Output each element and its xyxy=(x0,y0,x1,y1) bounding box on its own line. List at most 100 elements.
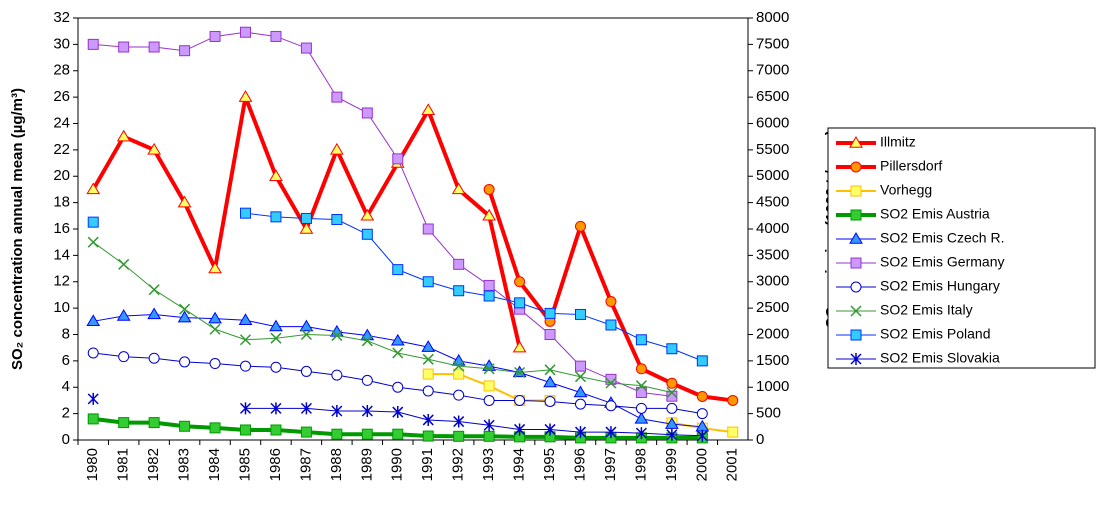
y-tick-label: 30 xyxy=(53,35,70,52)
data-point xyxy=(269,319,283,332)
data-point xyxy=(87,392,99,405)
x-tick-label: 1994 xyxy=(511,448,528,481)
data-point xyxy=(483,419,495,432)
data-point xyxy=(512,340,527,353)
data-point xyxy=(239,334,252,346)
data-point xyxy=(483,380,495,392)
data-point xyxy=(299,319,314,332)
data-point xyxy=(270,402,282,415)
data-point xyxy=(392,406,404,419)
y-tick-label: 8 xyxy=(62,325,70,342)
x-tick-label: 1980 xyxy=(84,448,101,481)
y2-tick-label: 0 xyxy=(756,431,764,448)
data-point xyxy=(574,371,587,383)
data-point xyxy=(605,377,617,389)
legend-marker xyxy=(850,329,862,341)
data-point xyxy=(514,394,526,406)
data-point xyxy=(392,264,404,276)
data-point xyxy=(727,394,739,406)
series-line xyxy=(92,241,672,394)
y2-tick-label: 7000 xyxy=(756,62,789,79)
data-point xyxy=(361,374,373,386)
data-point xyxy=(147,307,162,320)
data-point xyxy=(392,153,404,165)
data-point xyxy=(544,423,556,436)
data-point xyxy=(453,258,465,270)
y2-tick-label: 6500 xyxy=(756,88,789,105)
data-point xyxy=(331,369,343,381)
data-point xyxy=(544,307,556,319)
data-point xyxy=(209,30,221,42)
data-point xyxy=(361,335,373,347)
data-point xyxy=(208,261,222,274)
data-point xyxy=(544,395,556,407)
data-point xyxy=(483,279,495,291)
y-tick-label: 4 xyxy=(62,378,70,395)
data-point xyxy=(331,91,343,103)
data-point xyxy=(240,207,251,219)
legend-marker xyxy=(849,136,863,148)
data-point xyxy=(453,415,465,428)
y2-tick-label: 4000 xyxy=(756,220,789,237)
y-tick-label: 22 xyxy=(53,141,70,158)
x-tick-label: 1987 xyxy=(297,448,314,481)
y-axis-title: SO₂ concentration annual mean (µg/m³) xyxy=(9,88,26,370)
data-point xyxy=(331,330,343,342)
y-tick-label: 2 xyxy=(62,405,70,422)
y2-tick-label: 500 xyxy=(756,405,781,422)
y2-tick-label: 3500 xyxy=(756,246,789,263)
y2-tick-label: 2000 xyxy=(756,325,789,342)
y-tick-label: 0 xyxy=(62,431,70,448)
data-point xyxy=(453,389,465,401)
x-tick-label: 2000 xyxy=(693,448,710,481)
data-point xyxy=(300,365,312,377)
data-point xyxy=(666,386,678,399)
legend-label: Illmitz xyxy=(880,134,916,150)
data-point xyxy=(300,426,312,438)
data-point xyxy=(361,228,373,240)
legend-marker xyxy=(849,232,863,244)
data-point xyxy=(422,276,434,288)
data-point xyxy=(575,360,586,372)
data-point xyxy=(270,361,282,373)
data-point xyxy=(483,430,495,442)
data-point xyxy=(392,347,404,359)
data-point xyxy=(270,30,282,42)
x-tick-label: 1988 xyxy=(328,448,345,481)
data-point xyxy=(209,422,221,434)
x-tick-label: 1982 xyxy=(145,448,162,481)
data-point xyxy=(575,220,586,232)
data-point xyxy=(634,411,649,424)
data-point xyxy=(392,428,404,440)
data-point xyxy=(179,45,191,57)
data-point xyxy=(573,385,588,398)
data-point xyxy=(422,385,434,397)
data-point xyxy=(514,423,526,436)
data-point xyxy=(453,360,465,372)
series-line xyxy=(245,407,703,437)
data-point xyxy=(575,398,586,410)
data-point xyxy=(696,355,708,367)
data-point xyxy=(635,334,647,346)
data-point xyxy=(148,284,160,296)
legend-marker xyxy=(850,209,862,221)
x-tick-label: 1981 xyxy=(115,448,132,481)
y-tick-label: 16 xyxy=(53,220,70,237)
y2-tick-label: 2500 xyxy=(756,299,789,316)
data-point xyxy=(118,41,130,53)
data-point xyxy=(361,404,373,417)
data-point xyxy=(422,223,434,235)
data-point xyxy=(269,169,283,181)
data-point xyxy=(329,142,344,155)
x-tick-label: 1992 xyxy=(450,448,467,481)
x-tick-label: 1999 xyxy=(663,448,680,481)
data-point xyxy=(421,103,436,116)
data-point xyxy=(666,402,678,414)
data-point xyxy=(696,408,708,420)
y-tick-label: 28 xyxy=(53,62,70,79)
data-point xyxy=(483,290,495,302)
x-tick-label: 1995 xyxy=(541,448,558,481)
data-point xyxy=(87,38,99,50)
x-tick-label: 1991 xyxy=(419,448,436,481)
